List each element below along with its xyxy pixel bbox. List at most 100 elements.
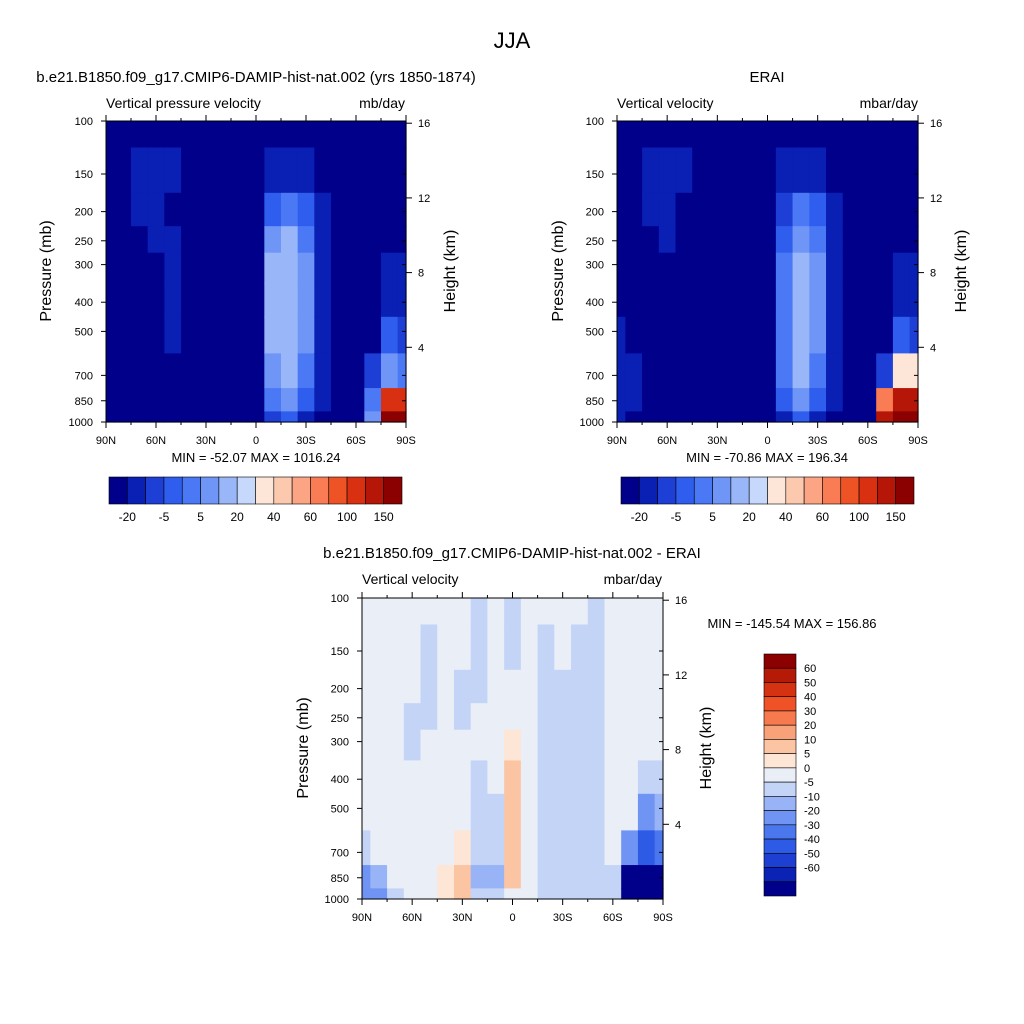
panel-diff-title: b.e21.B1850.f09_g17.CMIP6-DAMIP-hist-nat…	[323, 545, 701, 562]
field-cell	[403, 703, 422, 731]
field-cell	[197, 353, 215, 389]
field-cell	[114, 411, 132, 423]
field-cell	[381, 252, 399, 285]
field-cell	[264, 226, 282, 254]
field-cell	[281, 353, 299, 389]
field-cell	[654, 729, 664, 762]
colorbar-label: 20	[231, 510, 245, 524]
field-cell	[420, 865, 438, 889]
field-cell	[114, 147, 132, 194]
field-cell	[642, 147, 660, 194]
field-cell	[909, 192, 919, 227]
pressure-tick-label: 300	[75, 260, 93, 272]
field-cell	[264, 192, 282, 227]
colorbar-swatch	[763, 796, 797, 811]
field-cell	[658, 316, 677, 354]
field-cell	[370, 669, 388, 704]
colorbar-swatch	[291, 476, 311, 505]
colorbar-swatch	[763, 753, 797, 769]
panel-obs-ylabel: Pressure (mb)	[550, 220, 567, 321]
field-cell	[842, 121, 861, 149]
field-cell	[181, 283, 199, 318]
field-cell	[809, 226, 827, 254]
field-cell	[364, 353, 382, 389]
field-cell	[621, 793, 639, 831]
field-cell	[131, 192, 149, 227]
lat-tick-label: 90S	[908, 435, 928, 447]
field-cell	[692, 226, 710, 254]
colorbar-swatch	[763, 653, 797, 669]
panel-model-height-ticks: 4 8 12 16	[406, 118, 430, 354]
field-cell	[314, 147, 332, 194]
field-cell	[347, 192, 365, 227]
field-cell	[675, 353, 693, 389]
field-cell	[625, 316, 643, 354]
field-cell	[909, 388, 919, 412]
field-cell	[637, 624, 656, 671]
field-cell	[164, 388, 182, 412]
colorbar-label: 60	[804, 663, 816, 675]
field-cell	[571, 865, 589, 889]
field-cell	[164, 226, 182, 254]
colorbar-swatch	[108, 476, 128, 505]
panel-model-left-label: Vertical pressure velocity	[106, 95, 261, 111]
colorbar-swatch	[785, 476, 805, 505]
field-cell	[642, 252, 660, 285]
field-cell	[842, 192, 861, 227]
field-cell	[587, 830, 606, 866]
field-cell	[387, 760, 405, 795]
field-cell	[347, 226, 365, 254]
field-cell	[587, 865, 606, 889]
field-cell	[826, 252, 844, 285]
field-cell	[725, 147, 744, 194]
colorbar-swatch	[763, 767, 797, 783]
field-cell	[231, 226, 249, 254]
field-cell	[775, 226, 794, 254]
field-cell	[617, 252, 626, 285]
field-cell	[164, 353, 182, 389]
pressure-tick-label: 300	[586, 260, 604, 272]
field-cell	[759, 353, 777, 389]
panel-obs-lat-ticks: 90N 60N 30N 0 30S 60S 90S	[607, 115, 928, 447]
pressure-tick-label: 150	[331, 646, 349, 658]
field-cell	[297, 388, 315, 412]
field-cell	[437, 624, 455, 671]
field-cell	[131, 147, 149, 194]
field-cell	[654, 624, 664, 671]
pressure-tick-label: 250	[331, 713, 349, 725]
field-cell	[621, 760, 639, 795]
lat-tick-label: 0	[764, 435, 770, 447]
field-cell	[364, 252, 382, 285]
field-cell	[859, 411, 877, 423]
lat-tick-label: 90S	[396, 435, 416, 447]
field-cell	[214, 226, 232, 254]
field-cell	[617, 388, 626, 412]
field-cell	[470, 793, 489, 831]
field-cell	[654, 669, 664, 704]
field-cell	[181, 147, 199, 194]
field-cell	[537, 793, 555, 831]
field-cell	[642, 192, 660, 227]
field-cell	[826, 283, 844, 318]
field-cell	[859, 388, 877, 412]
field-cell	[909, 226, 919, 254]
field-cell	[470, 865, 489, 889]
field-cell	[909, 316, 919, 354]
field-cell	[453, 624, 472, 671]
pressure-tick-label: 300	[331, 737, 349, 749]
field-cell	[364, 316, 382, 354]
panel-obs-title: ERAI	[749, 69, 784, 86]
colorbar-label: -5	[671, 510, 682, 524]
field-cell	[231, 252, 249, 285]
field-cell	[420, 760, 438, 795]
field-cell	[654, 703, 664, 731]
field-cell	[397, 192, 407, 227]
field-cell	[909, 147, 919, 194]
field-cell	[742, 121, 760, 149]
colorbar-swatch	[730, 476, 750, 505]
colorbar-label: -5	[159, 510, 170, 524]
field-cell	[826, 226, 844, 254]
field-cell	[775, 147, 794, 194]
lat-tick-label: 90S	[653, 912, 673, 924]
field-cell	[331, 192, 349, 227]
